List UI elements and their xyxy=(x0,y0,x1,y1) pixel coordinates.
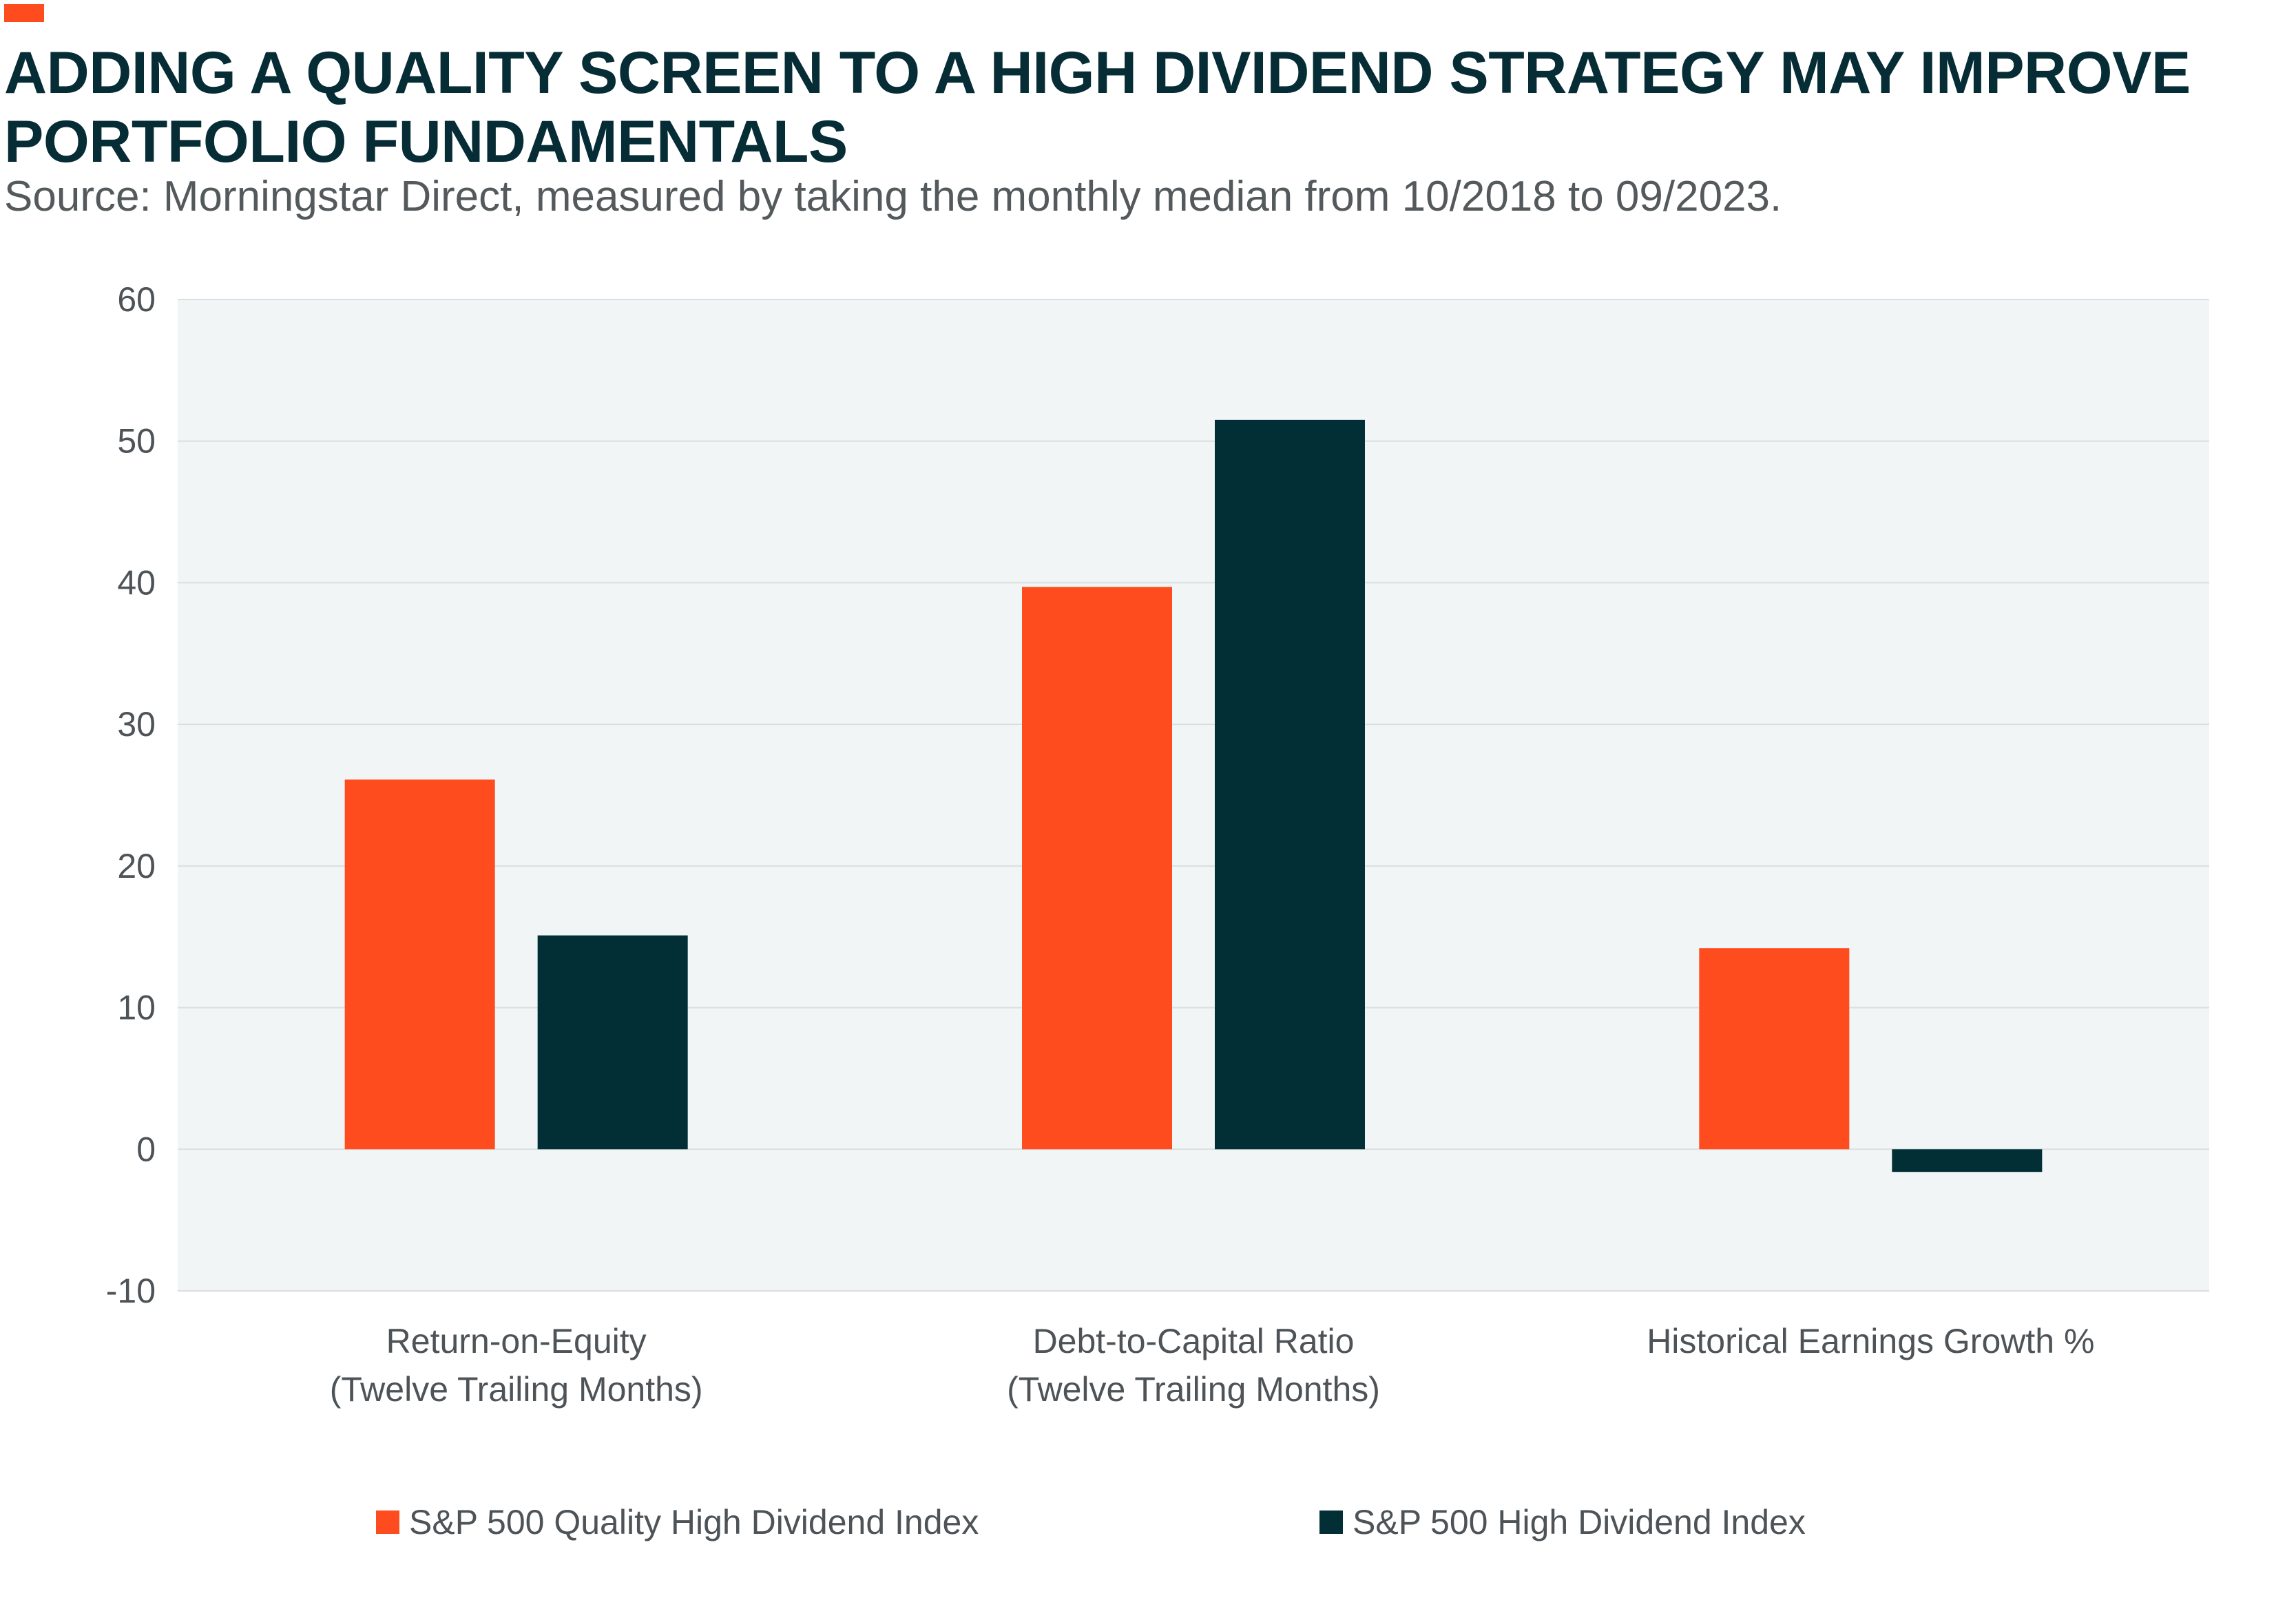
y-tick-label: 10 xyxy=(117,989,156,1027)
legend-label: S&P 500 High Dividend Index xyxy=(1353,1503,1806,1541)
y-tick-label: 30 xyxy=(117,705,156,744)
y-tick-label: 40 xyxy=(117,563,156,602)
plot-area xyxy=(178,299,2209,1291)
bar-series-1-category-1 xyxy=(344,779,495,1150)
gridlines xyxy=(178,299,2209,1292)
bars xyxy=(344,419,2043,1172)
legend-item: S&P 500 High Dividend Index xyxy=(1319,1498,1806,1546)
accent-mark xyxy=(4,4,44,22)
y-tick-label: 60 xyxy=(117,280,156,319)
x-category-label-line: Return-on-Equity xyxy=(386,1322,647,1360)
x-category-label: Debt-to-Capital Ratio (Twelve Trailing Mo… xyxy=(1007,1322,1380,1409)
x-category-label-line: (Twelve Trailing Months) xyxy=(1007,1370,1380,1409)
bar-series-2-category-2 xyxy=(1215,419,1365,1150)
bar-series-1-category-2 xyxy=(1022,587,1172,1150)
bar-series-2-category-3 xyxy=(1892,1149,2043,1172)
legend-item: S&P 500 Quality High Dividend Index xyxy=(376,1498,979,1546)
legend-swatch xyxy=(376,1510,399,1534)
chart-subtitle: Source: Morningstar Direct, measured by … xyxy=(4,173,1782,220)
x-category-label: Return-on-Equity (Twelve Trailing Months) xyxy=(330,1322,703,1409)
y-tick-label: 20 xyxy=(117,847,156,885)
legend-label: S&P 500 Quality High Dividend Index xyxy=(409,1503,979,1541)
x-axis-labels: Return-on-Equity (Twelve Trailing Months)… xyxy=(330,1322,2095,1409)
y-tick-label: 50 xyxy=(117,422,156,461)
bar-series-1-category-3 xyxy=(1699,948,1850,1150)
x-category-label-line: (Twelve Trailing Months) xyxy=(330,1370,703,1409)
y-axis-ticks: 60 50 40 30 20 10 0 -10 xyxy=(106,280,156,1310)
y-tick-label: -10 xyxy=(106,1272,156,1310)
legend-swatch xyxy=(1319,1510,1343,1534)
x-category-label: Historical Earnings Growth % xyxy=(1647,1322,2094,1360)
bar-series-2-category-1 xyxy=(537,935,688,1150)
chart-title: ADDING A QUALITY SCREEN TO A HIGH DIVIDE… xyxy=(4,40,2191,175)
x-category-label-line: Historical Earnings Growth % xyxy=(1647,1322,2094,1360)
y-tick-label: 0 xyxy=(136,1130,156,1168)
x-category-label-line: Debt-to-Capital Ratio xyxy=(1033,1322,1355,1360)
